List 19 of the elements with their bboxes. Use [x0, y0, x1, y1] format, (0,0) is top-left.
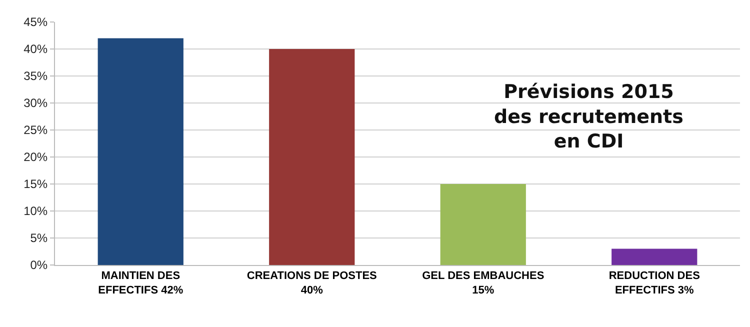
- y-tick-label: 45%: [24, 15, 48, 30]
- y-tick-label: 35%: [24, 69, 48, 84]
- bar: [269, 49, 355, 265]
- y-tick-label: 40%: [24, 42, 48, 56]
- x-tick-label: MAINTIEN DES EFFECTIFS 42%: [98, 270, 184, 296]
- y-tick-label: 30%: [24, 96, 48, 110]
- text: Prévisions 2015 des recrutements en CDI: [494, 81, 684, 152]
- y-tick-label: 20%: [24, 150, 48, 164]
- x-tick-label: CREATIONS DE POSTES 40%: [246, 270, 377, 296]
- x-tick-label: GEL DES EMBAUCHES 15%: [422, 270, 544, 296]
- y-tick-label: 10%: [24, 204, 48, 218]
- x-tick-label: REDUCTION DES EFFECTIFS 3%: [608, 270, 700, 296]
- y-tick-label: 15%: [24, 177, 48, 192]
- y-tick-label: 5%: [30, 231, 48, 246]
- bar: [612, 248, 698, 265]
- bar: [98, 38, 184, 265]
- bar: [440, 184, 526, 265]
- y-tick-label: 0%: [30, 258, 48, 272]
- y-tick-label: 25%: [24, 123, 48, 138]
